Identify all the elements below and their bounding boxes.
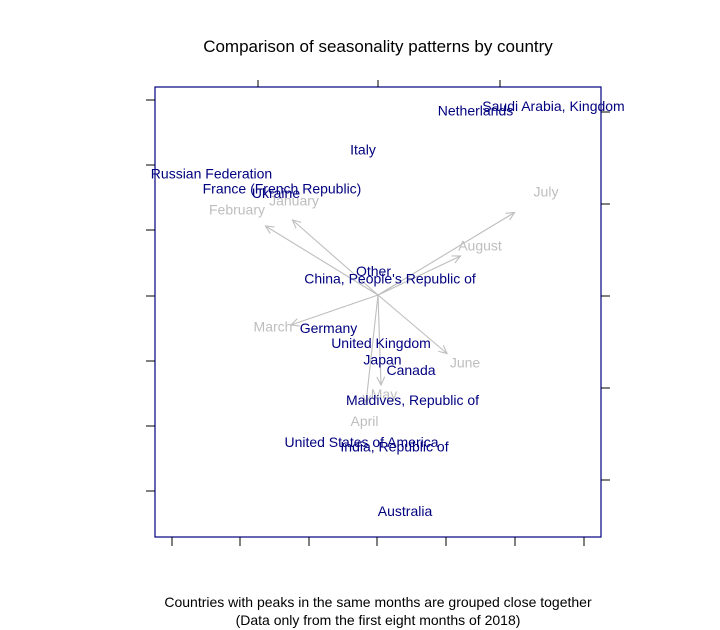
plot-frame: [154, 86, 602, 538]
month-arrow-august: [377, 255, 461, 296]
country-label-saudi-arabia-kingdom: Saudi Arabia, Kingdom: [482, 98, 624, 114]
country-label-canada: Canada: [386, 362, 435, 378]
country-label-russian-federation: Russian Federation: [151, 166, 272, 182]
country-label-ukraine: Ukraine: [252, 185, 300, 201]
chart-title: Comparison of seasonality patterns by co…: [203, 37, 553, 56]
country-label-japan: Japan: [363, 352, 401, 368]
axis-ticks: [146, 80, 610, 546]
country-label-france-french-republic: France (French Republic): [203, 181, 362, 197]
country-label-germany: Germany: [300, 320, 358, 336]
country-label-italy: Italy: [350, 142, 376, 158]
month-arrowhead-june: [438, 345, 448, 355]
month-label-august: August: [458, 238, 502, 254]
chart-caption-line-1: Countries with peaks in the same months …: [164, 594, 592, 610]
country-label-netherlands: Netherlands: [438, 103, 514, 119]
country-label-other: Other: [356, 263, 391, 279]
month-arrows: [264, 211, 516, 405]
month-arrowhead-march: [289, 318, 301, 327]
country-label-china-people-s-republic-of: China, People's Republic of: [304, 271, 476, 287]
month-label-march: March: [254, 319, 293, 335]
chart-caption-line-2: (Data only from the first eight months o…: [236, 612, 521, 628]
month-arrow-may: [365, 294, 379, 404]
country-label-united-states-of-america: United States of America: [284, 434, 438, 450]
month-label-july: July: [534, 184, 559, 200]
month-arrowhead-february: [264, 225, 275, 234]
month-arrow-april: [377, 294, 382, 386]
month-label-april: April: [350, 413, 378, 429]
month-arrowhead-may: [362, 394, 372, 405]
month-label-may: May: [371, 386, 397, 402]
month-label-june: June: [450, 355, 481, 371]
month-arrowhead-january: [291, 219, 302, 229]
country-label-india-republic-of: India, Republic of: [340, 439, 448, 455]
month-arrow-january: [292, 219, 379, 296]
month-label-february: February: [209, 202, 265, 218]
country-label-maldives-republic-of: Maldives, Republic of: [346, 392, 479, 408]
month-arrow-march: [290, 294, 379, 326]
month-arrow-july: [377, 212, 515, 296]
month-arrow-june: [377, 294, 448, 354]
month-label-january: January: [269, 193, 319, 209]
month-arrowhead-april: [376, 376, 386, 387]
month-arrowhead-august: [451, 255, 462, 264]
month-arrowhead-july: [505, 211, 516, 221]
country-label-australia: Australia: [378, 503, 433, 519]
month-arrow-february: [265, 225, 379, 296]
country-label-united-kingdom: United Kingdom: [331, 335, 431, 351]
